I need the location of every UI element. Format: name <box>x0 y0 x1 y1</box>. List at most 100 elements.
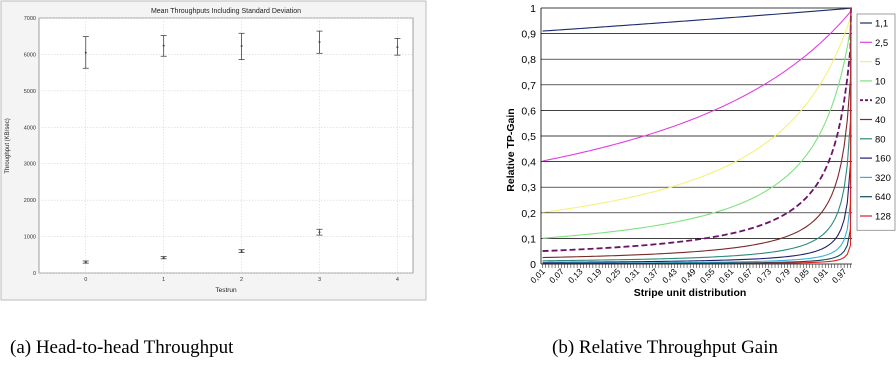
chart-b-x-tick-label: 0,07 <box>547 266 566 285</box>
chart-b-x-tick-label: 0,49 <box>679 266 698 285</box>
chart-b-y-tick-label: 0,6 <box>521 105 536 117</box>
chart-a-x-ticks: 0 1 2 3 4 <box>84 277 399 283</box>
caption-b: (b) Relative Throughput Gain <box>552 337 779 358</box>
chart-b-x-tick-label: 0,97 <box>830 266 849 285</box>
chart-b-x-tick-label: 0,67 <box>736 266 755 285</box>
chart-b-legend: 1,1 2,5 5 10 20 40 80 160 320 640 128 <box>856 13 896 231</box>
chart-b-y-axis-label: Relative TP-Gain <box>505 108 517 191</box>
caption-a: (a) Head-to-head Throughput <box>10 337 234 358</box>
chart-b-grid <box>541 7 852 239</box>
chart-b-series-line <box>542 7 852 213</box>
chart-b-legend-label: 10 <box>875 76 886 87</box>
chart-a-y-ticks: 0 1000 2000 3000 4000 5000 6000 7000 <box>24 16 36 277</box>
chart-b-legend-label: 40 <box>875 115 886 126</box>
chart-a-errorbar-point <box>316 228 323 236</box>
chart-b-x-tick-label: 0,43 <box>660 266 679 285</box>
chart-a-errorbar-point <box>160 35 167 57</box>
chart-b-legend-entry: 640 <box>860 192 891 203</box>
chart-b-legend-box <box>856 13 896 231</box>
chart-b-legend-entry: 40 <box>860 115 886 126</box>
chart-a-errorbar-point <box>238 32 245 60</box>
chart-a-y-tick-label: 1000 <box>24 235 36 241</box>
chart-b-legend-label: 160 <box>875 154 891 165</box>
chart-b-y-tick-label: 0,2 <box>521 208 536 220</box>
chart-b-x-tick-label: 0,13 <box>566 266 585 285</box>
chart-a-y-tick-label: 0 <box>33 271 36 277</box>
chart-b-legend-entry: 2,5 <box>860 38 888 49</box>
chart-b-series-line <box>542 7 852 259</box>
chart-b-series-line <box>542 7 852 162</box>
chart-a-x-tick-label: 0 <box>84 277 87 283</box>
chart-b-x-tick-label: 0,85 <box>792 266 811 285</box>
chart-b-y-tick-label: 0,5 <box>521 131 536 143</box>
chart-b-x-ticks: 0,01 0,07 0,13 0,19 0,25 0,31 0,37 0,43 0,49 0,55… <box>528 266 849 285</box>
chart-b-legend-label: 20 <box>875 96 886 107</box>
chart-a-errorbar-point <box>316 30 323 54</box>
chart-b-x-tick-label: 0,31 <box>622 266 641 285</box>
chart-b-x-tick-label: 0,79 <box>773 266 792 285</box>
chart-b-y-tick-label: 1 <box>530 3 536 15</box>
chart-b-y-tick-label: 0 <box>530 259 536 271</box>
chart-b-legend-label: 128 <box>875 212 891 223</box>
chart-a-x-tick-label: 4 <box>396 277 399 283</box>
chart-a-y-tick-label: 7000 <box>24 16 36 22</box>
chart-b-legend-label: 2,5 <box>875 38 888 49</box>
chart-b-series-line <box>542 7 852 239</box>
chart-b-series-line <box>542 7 852 263</box>
chart-a-y-tick-label: 5000 <box>24 89 36 95</box>
chart-b-legend-entry: 10 <box>860 76 886 87</box>
chart-a: 0 1000 2000 3000 4000 5000 6000 7000 0 1 2 3 4 Mean… <box>0 0 427 301</box>
chart-a-grid <box>39 17 413 274</box>
chart-b-x-tick-label: 0,91 <box>811 266 830 285</box>
chart-b-legend-entry: 5 <box>860 57 880 68</box>
chart-b-legend-entry: 128 <box>860 212 891 223</box>
chart-b-x-tick-label: 0,73 <box>754 266 773 285</box>
chart-b-legend-entry: 320 <box>860 173 891 184</box>
chart-a-x-tick-label: 1 <box>162 277 165 283</box>
chart-a-errorbar-point <box>238 249 245 254</box>
chart-b-y-tick-label: 0,8 <box>521 54 536 66</box>
chart-b-axes <box>540 8 852 268</box>
chart-b-legend-entry: 1,1 <box>860 19 888 30</box>
chart-a-marks <box>82 30 401 264</box>
chart-b-x-tick-label: 0,61 <box>717 266 736 285</box>
chart-a-errorbar-point <box>82 36 89 69</box>
chart-a-errorbar-point <box>160 256 167 260</box>
chart-a-y-axis-label: Throughput (KB/sec) <box>5 118 11 173</box>
chart-a-x-axis-label: Testrun <box>215 287 237 294</box>
chart-b-legend-label: 1,1 <box>875 19 888 30</box>
chart-b-legend-label: 80 <box>875 134 886 145</box>
chart-b-x-tick-label: 0,37 <box>641 266 660 285</box>
chart-b-y-tick-label: 0,4 <box>521 157 536 169</box>
chart-b-x-axis-label: Stripe unit distribution <box>634 287 747 299</box>
chart-b-legend-label: 640 <box>875 192 891 203</box>
chart-b-x-tick-label: 0,55 <box>698 266 717 285</box>
chart-a-plot-area <box>38 17 414 274</box>
chart-b-series-line <box>542 7 852 252</box>
chart-a-errorbar-point <box>82 260 89 264</box>
chart-b-y-tick-label: 0,1 <box>521 233 536 245</box>
chart-b-legend-entry: 80 <box>860 134 886 145</box>
chart-b-series-line <box>542 7 852 32</box>
chart-b-y-tick-label: 0,7 <box>521 80 536 92</box>
chart-a-errorbar-point <box>394 38 401 56</box>
chart-b-series-line <box>542 7 852 264</box>
chart-b-y-tick-label: 0,9 <box>521 29 536 41</box>
chart-a-y-tick-label: 3000 <box>24 162 36 168</box>
chart-b-legend-label: 320 <box>875 173 891 184</box>
chart-a-y-tick-label: 4000 <box>24 125 36 131</box>
chart-b-x-tick-label: 0,25 <box>604 266 623 285</box>
chart-a-x-tick-label: 3 <box>318 277 321 283</box>
chart-b-legend-entry: 20 <box>860 96 886 107</box>
chart-b-y-tick-label: 0,3 <box>521 182 536 194</box>
chart-a-y-tick-label: 2000 <box>24 198 36 204</box>
chart-b-y-ticks: 0 0,1 0,2 0,3 0,4 0,5 0,6 0,7 0,8 0,9 1 <box>521 3 536 271</box>
chart-b-series-line <box>542 7 852 262</box>
chart-b-x-tick-label: 0,19 <box>585 266 604 285</box>
chart-b-legend-label: 5 <box>875 57 880 68</box>
chart-b: 00,10,20,30,40,50,60,70,80,91 0,01 0,07 0,… <box>505 3 896 299</box>
chart-a-title: Mean Throughputs Including Standard Devi… <box>151 8 301 15</box>
chart-a-y-tick-label: 6000 <box>24 52 36 58</box>
chart-b-legend-entry: 160 <box>860 154 891 165</box>
